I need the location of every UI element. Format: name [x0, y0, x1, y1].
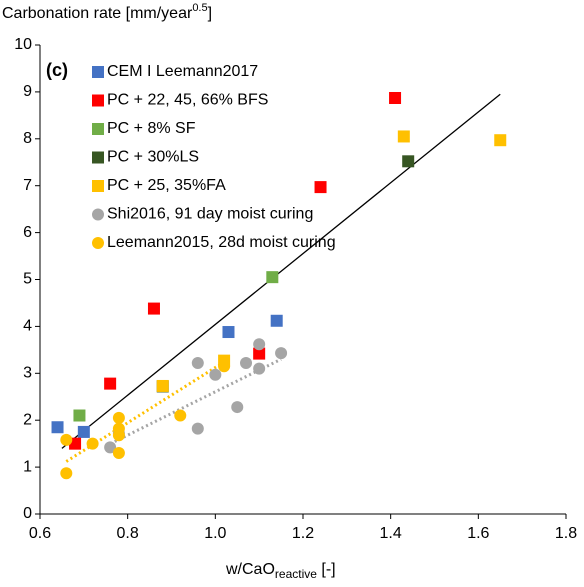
- marker: [73, 409, 86, 422]
- marker: [104, 441, 117, 454]
- x-tick-label: 1.4: [380, 525, 402, 542]
- legend-marker: [92, 151, 104, 164]
- marker: [86, 437, 99, 450]
- legend-marker: [92, 123, 104, 135]
- x-tick-label: 1.0: [204, 525, 226, 542]
- marker: [60, 433, 73, 446]
- marker: [253, 362, 266, 375]
- legend-marker: [92, 180, 104, 192]
- marker: [314, 181, 327, 194]
- y-tick-label: 5: [23, 271, 32, 288]
- marker: [112, 447, 125, 460]
- marker: [156, 379, 169, 392]
- marker: [253, 338, 266, 351]
- marker: [389, 91, 402, 104]
- legend-label: CEM I Leemann2017: [107, 63, 258, 80]
- y-label-end: ]: [208, 5, 212, 22]
- marker: [240, 356, 253, 369]
- x-axis-label: w/CaOreactive [-]: [225, 561, 336, 581]
- y-tick-label: 10: [14, 36, 32, 53]
- marker: [112, 411, 125, 424]
- legend-marker: [92, 208, 104, 221]
- marker: [253, 347, 266, 360]
- marker: [174, 409, 187, 422]
- marker: [275, 347, 288, 360]
- marker: [60, 467, 73, 480]
- marker: [494, 134, 507, 147]
- x-tick-label: 1.2: [292, 525, 314, 542]
- marker: [104, 377, 117, 390]
- marker: [266, 271, 279, 284]
- x-label-main: w/CaO: [225, 561, 275, 578]
- panel-label: (c): [46, 60, 68, 80]
- y-tick-label: 7: [23, 177, 32, 194]
- y-tick-label: 1: [23, 458, 32, 475]
- x-tick-label: 0.8: [117, 525, 139, 542]
- y-axis-label: Carbonation rate [mm/year0.5]: [2, 2, 212, 22]
- x-tick-label: 1.6: [467, 525, 489, 542]
- y-tick-label: 8: [23, 130, 32, 147]
- marker: [51, 421, 64, 434]
- y-label-main: Carbonation rate [mm/year: [2, 5, 193, 22]
- legend-label: Shi2016, 91 day moist curing: [107, 206, 313, 223]
- y-tick-label: 3: [23, 365, 32, 382]
- legend-marker: [92, 66, 104, 78]
- y-label-sup: 0.5: [192, 2, 207, 14]
- marker: [218, 360, 231, 373]
- marker: [112, 422, 125, 435]
- marker: [209, 368, 222, 381]
- x-label-sub: reactive: [275, 567, 317, 581]
- x-tick-label: 1.8: [555, 525, 577, 542]
- x-tick-label: 0.6: [29, 525, 51, 542]
- marker: [77, 425, 90, 438]
- legend-label: Leemann2015, 28d moist curing: [107, 234, 336, 251]
- trend-line: [61, 93, 501, 449]
- legend-marker: [92, 237, 104, 249]
- marker: [270, 314, 283, 327]
- y-tick-label: 4: [23, 318, 32, 335]
- marker: [397, 130, 410, 143]
- y-tick-label: 0: [23, 505, 32, 522]
- legend-label: PC + 22, 45, 66% BFS: [107, 92, 268, 109]
- legend-label: PC + 30%LS: [107, 149, 199, 166]
- marker: [147, 302, 160, 315]
- legend-label: PC + 25, 35%FA: [107, 177, 226, 194]
- x-label-end: [-]: [317, 561, 336, 578]
- legend-marker: [92, 94, 104, 107]
- y-tick-label: 6: [23, 224, 32, 241]
- y-tick-label: 9: [23, 83, 32, 100]
- marker: [222, 326, 235, 339]
- marker: [191, 422, 204, 435]
- legend-label: PC + 8% SF: [107, 120, 196, 137]
- marker: [402, 155, 415, 168]
- marker: [191, 356, 204, 369]
- y-tick-label: 2: [23, 411, 32, 428]
- marker: [231, 401, 244, 414]
